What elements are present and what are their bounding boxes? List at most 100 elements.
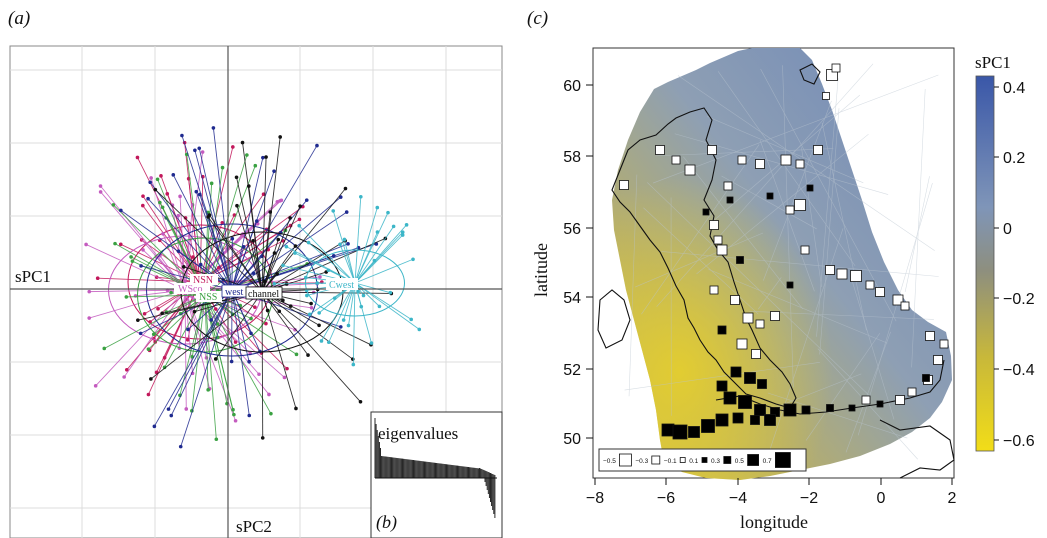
group-label-cwest: Cwest <box>329 280 354 291</box>
site-square <box>794 199 806 211</box>
sample-point <box>135 155 140 160</box>
site-square <box>850 270 862 282</box>
sample-point <box>319 339 324 343</box>
sample-point <box>247 184 251 188</box>
sample-point <box>122 375 126 379</box>
group-label-nsn: NSN <box>193 275 213 286</box>
sample-point <box>293 244 298 248</box>
size-legend-square <box>723 456 732 464</box>
sample-point <box>141 248 145 252</box>
site-square <box>795 159 805 169</box>
sample-point <box>294 406 298 411</box>
site-square <box>785 205 795 215</box>
sample-point <box>186 327 190 332</box>
panel-c-tag: (c) <box>527 8 548 29</box>
sample-point <box>411 257 415 262</box>
sample-point <box>293 251 297 255</box>
sample-point <box>297 223 301 228</box>
sample-point <box>251 271 256 275</box>
sample-point <box>178 194 182 199</box>
sample-point <box>153 187 158 192</box>
site-square <box>744 372 756 384</box>
sample-point <box>209 318 213 322</box>
sample-point <box>253 163 258 168</box>
inset-title: eigenvalues <box>378 424 458 443</box>
group-ellipse <box>305 249 405 317</box>
site-square <box>684 164 696 176</box>
site-square <box>738 395 752 409</box>
sample-point <box>281 263 285 268</box>
site-square <box>732 412 744 424</box>
site-square <box>715 413 729 427</box>
sample-point <box>209 181 214 186</box>
sample-point <box>331 209 336 213</box>
y-tick-label: 58 <box>563 149 581 166</box>
sample-point <box>214 437 219 442</box>
colorbar-tick-label: −0.6 <box>1003 433 1035 450</box>
site-square <box>813 145 823 155</box>
sample-point <box>87 316 91 320</box>
sample-point <box>93 384 98 388</box>
group-label-nss: NSS <box>199 292 217 303</box>
site-square <box>730 295 740 305</box>
sample-point <box>200 150 205 154</box>
x-tick-label: 0 <box>877 490 886 507</box>
sample-point <box>359 194 363 199</box>
site-square <box>783 403 797 417</box>
y-tick-label: 50 <box>563 431 581 448</box>
sample-point <box>293 327 297 332</box>
sample-point <box>298 204 302 208</box>
sample-point <box>304 198 309 202</box>
sample-point <box>309 305 314 310</box>
sample-point <box>275 272 279 276</box>
sample-point <box>118 242 123 247</box>
sample-point <box>386 210 390 215</box>
site-square <box>742 312 754 324</box>
sample-point <box>149 176 153 180</box>
sample-point <box>261 155 265 160</box>
colorbar-title: sPC1 <box>975 53 1011 72</box>
y-tick-label: 52 <box>563 362 581 379</box>
site-square <box>717 325 727 335</box>
sample-point <box>124 367 129 372</box>
site-square <box>876 400 884 408</box>
sample-point <box>249 331 253 336</box>
sample-point <box>194 189 199 194</box>
site-square <box>786 281 794 289</box>
sample-point <box>133 294 138 298</box>
colorbar-tick-label: −0.2 <box>1003 291 1035 308</box>
site-square <box>780 154 792 166</box>
sample-point <box>154 370 159 375</box>
sample-point <box>346 323 351 328</box>
sample-point <box>351 362 356 367</box>
sample-point <box>276 237 281 242</box>
x-tick-label: −6 <box>657 490 675 507</box>
sample-point <box>247 359 251 364</box>
site-square <box>661 423 675 437</box>
sample-point <box>141 203 145 208</box>
site-square <box>713 235 723 245</box>
sample-point <box>400 230 405 234</box>
sample-point <box>346 242 350 246</box>
sample-point <box>317 311 321 315</box>
sample-point <box>404 223 409 227</box>
sample-point <box>159 174 163 178</box>
panel-a-tag: (a) <box>8 8 30 29</box>
site-square <box>836 268 848 280</box>
sample-point <box>204 356 209 360</box>
size-legend-label: −0.3 <box>635 458 648 465</box>
panel-b-tag: (b) <box>376 512 397 533</box>
sample-point <box>267 392 271 397</box>
sample-point <box>306 240 311 245</box>
x-tick-label: −2 <box>800 490 818 507</box>
site-square <box>939 339 949 349</box>
sample-point <box>113 241 117 246</box>
sample-point <box>156 307 160 311</box>
sample-point <box>279 198 284 203</box>
site-square <box>875 287 885 297</box>
x-tick-label: 2 <box>948 490 957 507</box>
y-axis-label: latitude <box>531 243 551 297</box>
site-square <box>861 395 871 405</box>
sample-point <box>87 289 92 294</box>
sample-point <box>138 331 143 336</box>
